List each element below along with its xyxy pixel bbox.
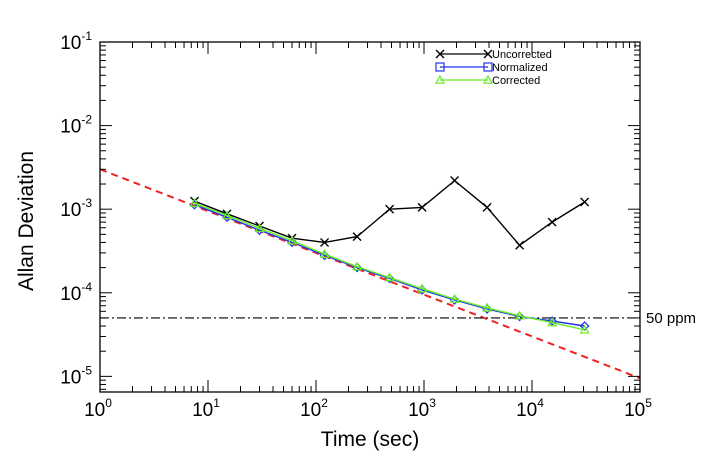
- y-axis-title: Allan Deviation: [15, 151, 38, 291]
- triangle-marker: [287, 235, 298, 245]
- x-tick-label: 101: [192, 396, 220, 421]
- triangle-marker: [449, 293, 460, 303]
- x-marker: [435, 49, 445, 59]
- x-tick-label: 100: [84, 396, 112, 421]
- series-line: [194, 179, 585, 247]
- x-marker: [483, 49, 493, 59]
- square-marker: [435, 62, 445, 72]
- y-tick-label: 10-4: [60, 280, 92, 305]
- triangle-marker: [482, 302, 493, 312]
- x-marker: [580, 197, 590, 207]
- y-tick-label: 10-3: [60, 196, 92, 221]
- y-tick-label: 10-1: [60, 29, 92, 54]
- triangle-marker: [482, 74, 494, 84]
- x-tick-label: 104: [516, 396, 544, 421]
- legend-item-uncorrected: Uncorrected: [435, 49, 552, 61]
- triangle-marker: [221, 210, 233, 220]
- legend-item-corrected: Corrected: [434, 74, 540, 87]
- triangle-marker: [579, 324, 590, 334]
- diamond-marker: [579, 321, 590, 331]
- x-marker: [385, 204, 395, 214]
- series-normalized: [189, 199, 590, 331]
- x-marker: [450, 176, 460, 186]
- triangle-marker: [319, 248, 330, 258]
- x-marker: [482, 202, 492, 212]
- legend-item-normalized: Normalized: [435, 62, 548, 74]
- x-marker: [320, 237, 330, 247]
- square-marker: [483, 62, 493, 72]
- y-tick-label: 10-2: [60, 113, 92, 138]
- x-tick-label: 105: [624, 396, 652, 421]
- triangle-marker: [547, 317, 558, 327]
- triangle-marker: [417, 283, 428, 293]
- legend-label: Corrected: [492, 75, 540, 87]
- axis-ticks: [99, 41, 641, 392]
- fit-line: [99, 168, 641, 380]
- legend-label: Uncorrected: [492, 49, 552, 61]
- triangle-marker: [189, 197, 200, 207]
- x-marker: [352, 232, 362, 242]
- triangle-marker: [254, 223, 265, 233]
- x-tick-label: 102: [300, 396, 328, 421]
- x-marker: [515, 240, 525, 250]
- x-axis-title: Time (sec): [321, 428, 419, 451]
- triangle-marker: [434, 74, 446, 84]
- series-layer: [189, 176, 590, 334]
- x-tick-label: 103: [408, 396, 436, 421]
- series-line: [194, 202, 585, 331]
- y-tick-label: 10-5: [60, 363, 92, 388]
- legend-label: Normalized: [492, 62, 548, 74]
- tick-labels: 100 101 102 103 104 105 10-5 10-4 10-3 10-2 10-1: [60, 29, 652, 421]
- reference-lines: [99, 168, 641, 380]
- threshold-label: 50 ppm: [646, 310, 696, 327]
- x-marker: [547, 217, 557, 227]
- diamond-marker: [547, 316, 557, 326]
- triangle-marker: [384, 272, 395, 282]
- x-marker: [417, 202, 427, 212]
- series-corrected: [189, 197, 590, 334]
- plot-frame: [99, 41, 641, 393]
- triangle-marker: [514, 310, 525, 320]
- triangle-marker: [352, 261, 363, 271]
- series-uncorrected: [190, 176, 590, 250]
